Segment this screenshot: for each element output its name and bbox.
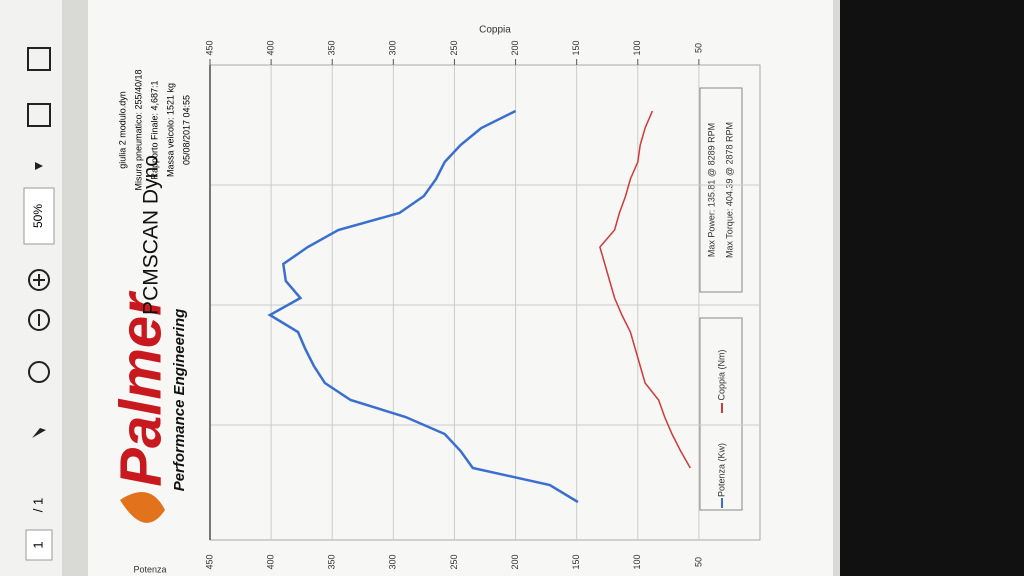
zoom-level: 50% [31, 204, 45, 228]
zoom-out[interactable] [28, 309, 50, 331]
report-title: PCMSCAN Dyno [140, 155, 163, 315]
y-tick-label: 100 [632, 554, 642, 569]
zoom-in[interactable] [28, 269, 50, 291]
page-count: / 1 [30, 498, 45, 512]
page [88, 0, 833, 576]
y2-tick-label: 450 [204, 40, 214, 55]
zoom-box[interactable] [23, 187, 55, 245]
info-line: 05/08/2017 04:55 [181, 95, 191, 165]
info-block: giulia 2 modulo.dyn Misura pneumatico: 25… [117, 69, 191, 190]
zoom-dropdown[interactable] [35, 162, 43, 170]
brand-subtitle: Performance Engineering [171, 309, 188, 492]
y2-tick-label: 150 [571, 40, 581, 55]
y2-tick-label: 350 [327, 40, 337, 55]
legend-label: Potenza (Kw) [716, 443, 726, 497]
y2-tick-label: 200 [510, 40, 520, 55]
bezel [840, 0, 1024, 576]
info-line: Misura pneumatico: 255/40/18 [133, 69, 143, 190]
y2-tick-label: 250 [449, 40, 459, 55]
series-line [599, 110, 691, 469]
y-tick-label: 150 [571, 554, 581, 569]
logo-mark [120, 492, 165, 523]
y-tick-label: 400 [265, 554, 275, 569]
y-tick-label: 250 [449, 554, 459, 569]
select-tool[interactable] [32, 428, 46, 438]
y2-axis-title: Coppia [479, 25, 511, 36]
y2-tick-label: 400 [265, 40, 275, 55]
plot: 50 100 150 200 250 300 350 400 450 50 100 150 200 250… [204, 40, 761, 570]
y-tick-label: 350 [327, 554, 337, 569]
summary-box [699, 87, 743, 293]
page-number: 1 [30, 541, 45, 548]
info-line: giulia 2 modulo.dyn [117, 91, 127, 169]
legend-box [699, 317, 743, 511]
page-input[interactable] [25, 529, 53, 561]
info-line: Rapporto Finale: 4,687:1 [149, 80, 159, 179]
y-axis-title: Potenza [133, 564, 166, 574]
series-line [267, 109, 579, 504]
toolbar [0, 0, 62, 576]
brand: Palmer [108, 290, 173, 487]
y-tick-label: 300 [388, 554, 398, 569]
legend-label: Coppia (Nm) [716, 349, 726, 400]
y-tick-label: 450 [204, 554, 214, 569]
y-tick-label: 200 [510, 554, 520, 569]
hand-tool[interactable] [28, 361, 50, 383]
rotate-tool[interactable] [27, 103, 51, 127]
info-line: Massa veicolo: 1521 kg [165, 83, 175, 177]
y2-tick-label: 100 [632, 40, 642, 55]
y-tick-label: 50 [693, 557, 703, 567]
y2-tick-label: 50 [693, 43, 703, 53]
y2-tick-label: 300 [388, 40, 398, 55]
max-power: Max Power: 135.81 @ 8289 RPM [706, 123, 716, 257]
max-torque: Max Torque: 404.39 @ 2878 RPM [724, 122, 734, 258]
fit-tool[interactable] [27, 47, 51, 71]
